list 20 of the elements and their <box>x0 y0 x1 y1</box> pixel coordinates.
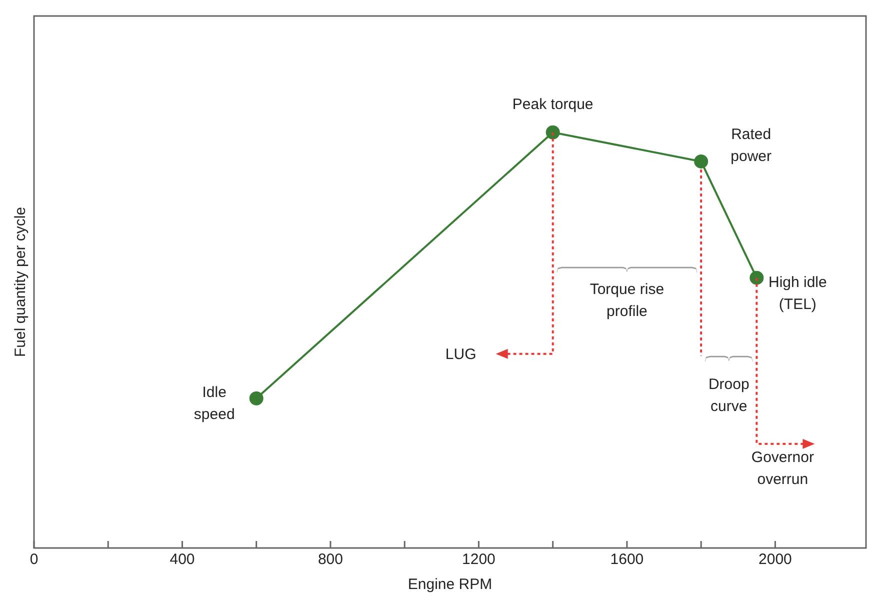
annotation: Idle speed <box>192 383 236 426</box>
x-tick-label: 0 <box>30 551 38 568</box>
point <box>249 391 264 406</box>
annotation: Droop curve <box>707 374 750 417</box>
x-tick-label: 800 <box>318 551 343 568</box>
point <box>546 125 560 140</box>
annotation: High idle (TEL) <box>768 272 828 315</box>
annotation: Rated power <box>730 125 772 168</box>
point <box>750 270 764 285</box>
x-axis-title: Engine RPM <box>408 576 492 594</box>
x-tick-label: 2000 <box>758 551 792 568</box>
annotation: Torque rise profile <box>588 280 666 322</box>
point <box>694 154 708 168</box>
annotation: LUG <box>445 344 476 365</box>
x-tick-label: 400 <box>170 551 195 568</box>
x-tick-label: 1200 <box>462 551 496 568</box>
annotation: Governor overrun <box>750 448 815 490</box>
y-axis-title: Fuel quantity per cycle <box>12 206 30 358</box>
annotation: Peak torque <box>512 95 594 116</box>
x-tick-label: 1600 <box>610 551 644 568</box>
